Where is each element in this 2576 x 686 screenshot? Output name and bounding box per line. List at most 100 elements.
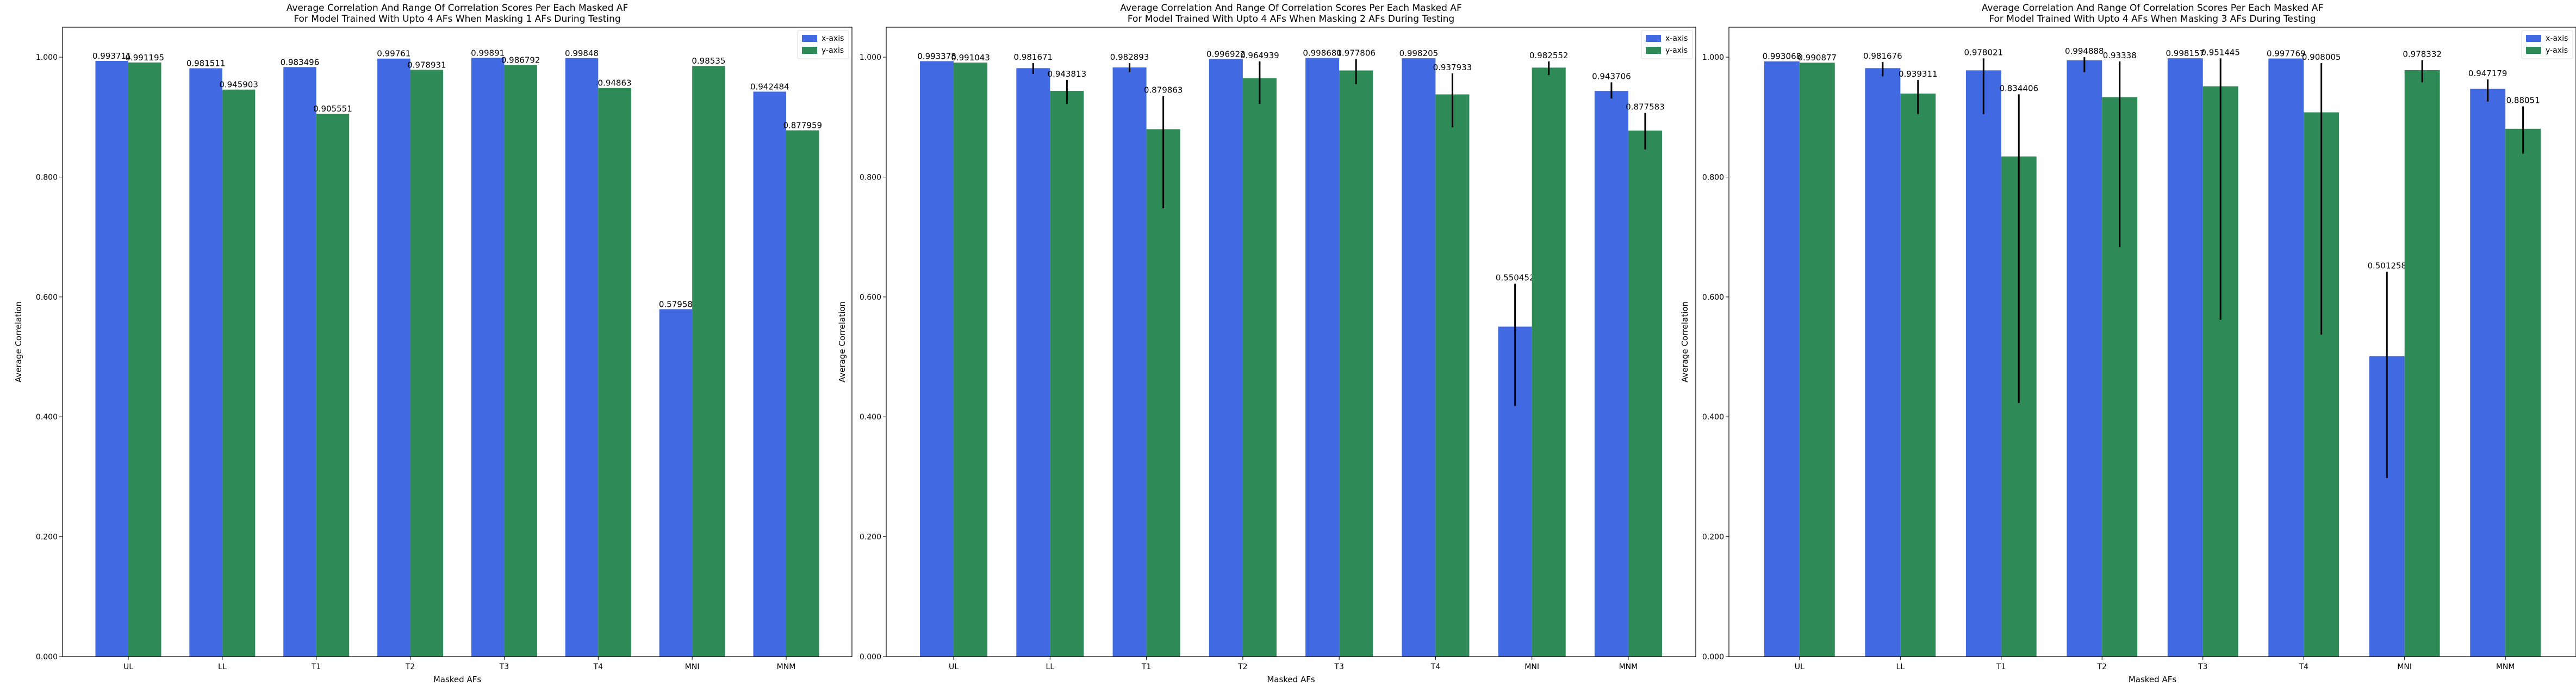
x-tick-label: MNI [685,663,700,671]
data-label: 0.981671 [1014,52,1053,62]
data-label: 0.993711 [92,51,132,61]
y-tick-label: 0.400 [1702,413,1724,422]
chart-subtitle: For Model Trained With Upto 4 AFs When M… [294,14,620,24]
x-axis-label: Masked AFs [433,675,482,684]
bar-y-axis-t4 [1435,94,1470,657]
data-label: 0.57958 [659,299,693,309]
legend-swatch-y-axis [802,47,817,54]
bar-x-axis-ll [1865,68,1901,657]
bar-x-axis-ul [920,61,954,657]
plot-frame [62,27,853,657]
bar-x-axis-ul [95,61,128,657]
y-tick-label: 0.400 [36,413,58,422]
x-tick-label: UL [949,663,959,671]
bar-y-axis-ul [954,62,988,657]
bar-y-axis-ul [1799,63,1835,657]
data-label: 0.993068 [1763,52,1802,61]
x-tick-label: UL [1795,663,1805,671]
chart-panel-1: Average Correlation And Range Of Correla… [14,3,853,684]
y-axis-label: Average Correlation [1680,301,1690,382]
y-tick-label: 1.000 [860,53,881,62]
x-tick-label: T1 [1996,663,2006,671]
bar-x-axis-t4 [565,58,599,657]
chart-title: Average Correlation And Range Of Correla… [1982,3,2323,14]
bar-y-axis-mni [692,66,725,657]
bar-y-axis-t2 [410,70,444,657]
x-tick-label: MNI [2397,663,2412,671]
y-tick-label: 0.200 [860,533,881,542]
data-label: 0.942484 [750,82,789,91]
data-label: 0.877959 [783,121,822,131]
data-label: 0.99761 [377,49,410,59]
bar-y-axis-mni [1532,67,1566,657]
x-tick-label: MNM [2496,663,2515,671]
x-tick-label: T4 [2298,663,2309,671]
data-label: 0.964939 [1240,51,1279,60]
data-label: 0.998681 [1303,48,1342,58]
bar-x-axis-t1 [1112,67,1147,657]
bar-x-axis-t3 [471,58,505,657]
data-label: 0.977806 [1336,48,1376,58]
data-label: 0.998157 [2166,48,2205,58]
bar-x-axis-t1 [283,67,316,657]
chart-panel-2: Average Correlation And Range Of Correla… [837,3,1696,684]
legend-label: x-axis [1665,34,1688,43]
bar-y-axis-mnm [786,130,819,657]
bar-x-axis-ul [1764,61,1800,657]
x-tick-label: LL [1046,663,1055,671]
legend-swatch-y-axis [2526,47,2541,54]
y-tick-label: 0.200 [1702,533,1724,542]
bar-y-axis-ll [222,89,256,657]
data-label: 0.905551 [313,104,352,114]
plot-frame [886,27,1696,657]
data-label: 0.834406 [1999,83,2038,93]
data-label: 0.943706 [1592,71,1631,81]
chart-subtitle: For Model Trained With Upto 4 AFs When M… [1989,14,2316,24]
x-tick-label: T1 [1141,663,1151,671]
legend-label: x-axis [822,34,844,43]
legend: x-axis y-axis [797,30,849,59]
x-tick-label: T1 [311,663,321,671]
data-label: 0.879863 [1144,85,1183,95]
data-label: 0.983496 [281,57,320,67]
bar-x-axis-t2 [377,58,410,657]
x-tick-label: T4 [1430,663,1441,671]
y-axis-label: Average Correlation [837,301,847,382]
bar-x-axis-t1 [1965,70,2001,657]
data-label: 0.94863 [598,78,632,88]
legend: x-axis y-axis [1641,30,1693,59]
plot-frame [1728,27,2576,657]
data-label: 0.99848 [565,48,599,58]
bar-y-axis-t4 [598,88,631,657]
data-label: 0.501258 [2367,261,2406,271]
legend-label: x-axis [2546,34,2568,43]
x-tick-label: T3 [499,663,509,671]
bar-y-axis-ll [1050,91,1084,657]
x-tick-label: MNM [777,663,796,671]
y-tick-label: 0.200 [36,533,58,542]
data-label: 0.978021 [1964,47,2003,57]
y-tick-label: 0.600 [1702,293,1724,302]
data-label: 0.996922 [1206,49,1246,59]
bar-y-axis-ll [1900,93,1936,657]
data-label: 0.978931 [407,60,446,70]
y-axis-label: Average Correlation [14,301,23,382]
data-label: 0.908005 [2302,52,2341,62]
y-tick-label: 0.600 [36,293,58,302]
data-label: 0.998205 [1399,48,1439,58]
x-tick-label: T2 [2097,663,2107,671]
y-tick-label: 0.000 [860,653,881,662]
bar-x-axis-t2 [1209,59,1243,657]
data-label: 0.945903 [219,80,258,90]
chart-title: Average Correlation And Range Of Correla… [1120,3,1461,14]
y-tick-label: 1.000 [1702,53,1724,62]
x-tick-label: MNI [1525,663,1539,671]
y-tick-label: 0.800 [860,173,881,182]
bar-x-axis-t3 [1305,58,1340,657]
data-label: 0.981676 [1863,51,1902,61]
y-tick-label: 0.800 [36,173,58,182]
y-tick-label: 0.800 [1702,173,1724,182]
legend-swatch-y-axis [1646,47,1661,54]
x-tick-label: T3 [1334,663,1343,671]
y-tick-label: 0.000 [36,653,58,662]
